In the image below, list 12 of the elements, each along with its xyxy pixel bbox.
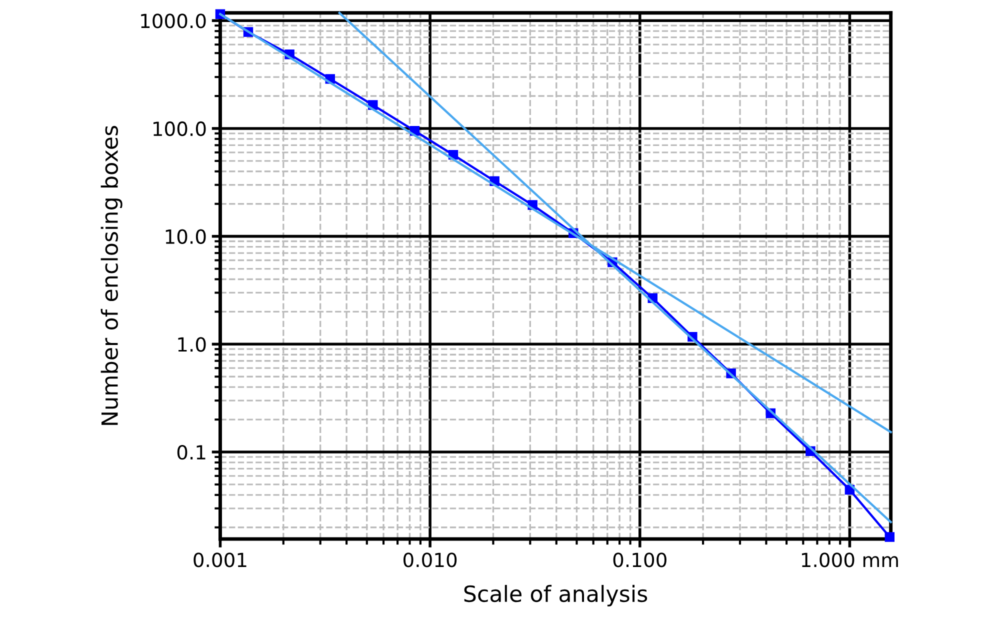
x-tick-label: 0.010 [404, 552, 457, 568]
y-tick-label: 1000.0 [141, 14, 206, 28]
y-tick-label: 10.0 [166, 229, 206, 244]
y-tick-label: 100.0 [154, 121, 206, 136]
x-tick-label: 0.100 [613, 552, 666, 568]
x-axis-title: Scale of analysis [464, 584, 648, 606]
y-axis-title: Number of enclosing boxes [100, 126, 122, 425]
x-tick-label: 1.000 mm [802, 552, 898, 568]
y-tick-label: 0.1 [177, 444, 206, 460]
y-tick-label: 1.0 [178, 337, 206, 352]
x-tick-label: 0.001 [194, 552, 246, 568]
point [884, 532, 895, 542]
